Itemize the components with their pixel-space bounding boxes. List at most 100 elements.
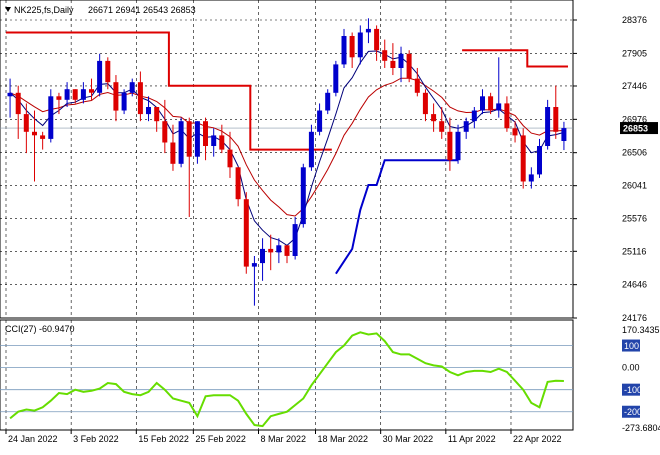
candle-body: [170, 142, 176, 164]
date-tick-label: 3 Feb 2022: [73, 434, 119, 444]
candle-body: [333, 64, 339, 93]
date-tick-label: 18 Mar 2022: [318, 434, 369, 444]
candle-body: [422, 92, 428, 115]
candle-body: [219, 135, 225, 150]
date-tick-label: 15 Feb 2022: [138, 434, 189, 444]
candle-body: [7, 92, 13, 97]
candle-body: [72, 89, 78, 100]
candle-body: [40, 135, 46, 139]
candle-body: [129, 82, 135, 93]
candle-body: [268, 248, 274, 253]
candle-body: [365, 28, 371, 33]
cci-tick-label: -100: [624, 385, 642, 395]
candle-body: [406, 53, 412, 79]
price-tick-label: 27446: [622, 81, 647, 91]
candle-body: [357, 32, 363, 58]
current-price-label: 26853: [623, 124, 648, 134]
candle-body: [251, 263, 257, 267]
date-tick-label: 24 Jan 2022: [8, 434, 58, 444]
candle-body: [300, 167, 306, 225]
candle-body: [56, 96, 62, 100]
candle-body: [80, 89, 86, 100]
price-tick-label: 26506: [622, 148, 647, 158]
price-panel: [0, 0, 574, 319]
date-tick-label: 8 Mar 2022: [260, 434, 306, 444]
candle-body: [276, 245, 282, 253]
candle-body: [235, 167, 241, 200]
candle-body: [243, 199, 249, 267]
candle-body: [113, 82, 119, 111]
candle-body: [553, 107, 559, 132]
date-axis: 24 Jan 2022 3 Feb 2022 15 Feb 2022 25 Feb 2…: [5, 430, 562, 444]
candle-body: [203, 121, 208, 146]
cci-tick-label: 0.00: [622, 363, 640, 373]
candle-body: [260, 248, 265, 264]
cci-label: CCI(27) -60.9470: [5, 324, 75, 334]
candle-body: [390, 60, 396, 68]
candle-body: [349, 36, 355, 58]
candle-body: [341, 36, 347, 65]
candle-body: [325, 92, 331, 111]
cci-level-badge: [622, 405, 640, 418]
candle-body: [537, 146, 542, 175]
slow-ma-line: [9, 77, 564, 217]
candle-body: [374, 28, 380, 51]
cci-axis: 170.3435 100 0.00 -100 -200 -273.6804: [622, 325, 660, 433]
candle-body: [520, 135, 526, 182]
candle-body: [194, 121, 200, 157]
price-axis: 28376 27905 27446 26976 26506 26041 25576 25116…: [573, 15, 658, 323]
candle-body: [211, 135, 217, 146]
candle-body: [545, 107, 551, 146]
price-tick-label: 24176: [622, 313, 647, 323]
candle-body: [512, 128, 518, 136]
date-tick-label: 30 Mar 2022: [383, 434, 434, 444]
date-tick-label: 11 Apr 2022: [448, 434, 496, 444]
candle-body: [528, 174, 534, 182]
candle-body: [496, 103, 502, 111]
candle-body: [146, 107, 151, 115]
cci-tick-label: 170.3435: [622, 325, 660, 335]
candle-body: [504, 103, 510, 129]
price-tick-label: 26976: [622, 114, 647, 124]
candle-body: [162, 121, 168, 143]
candle-body: [431, 114, 437, 122]
cci-panel: [0, 319, 574, 431]
cci-level-badge: [622, 339, 640, 352]
candle-body: [64, 89, 70, 100]
candle-body: [317, 110, 323, 132]
candle-body: [186, 121, 192, 157]
price-tick-label: 25116: [622, 246, 646, 256]
candle-body: [561, 128, 567, 141]
candle-body: [463, 121, 469, 132]
candle-body: [121, 92, 127, 111]
candle-body: [398, 53, 404, 68]
candle-body: [23, 114, 29, 132]
cci-tick-label: -273.6804: [622, 423, 660, 433]
cci-line: [9, 331, 564, 428]
candle-body: [455, 131, 461, 161]
price-tick-label: 27905: [622, 48, 647, 58]
candle-body: [284, 245, 290, 256]
candles: [7, 18, 567, 306]
candle-body: [447, 131, 453, 161]
ohlc-readout: 26671 26941 26543 26853: [88, 5, 196, 15]
date-tick-label: 25 Feb 2022: [195, 434, 246, 444]
candle-body: [439, 121, 445, 132]
candle-body: [32, 131, 37, 136]
price-tick-label: 26041: [622, 181, 647, 191]
upper-stop-line: [462, 49, 568, 68]
candle-body: [97, 60, 103, 93]
stop-lines: [6, 31, 568, 275]
candle-body: [137, 82, 143, 115]
current-price-box: [620, 122, 658, 135]
menu-triangle-icon[interactable]: [5, 7, 11, 12]
candle-body: [292, 224, 298, 256]
candle-body: [227, 149, 233, 168]
candle-body: [488, 96, 494, 111]
candle-body: [471, 110, 477, 122]
candle-body: [105, 60, 111, 83]
price-tick-label: 28376: [622, 15, 647, 25]
price-tick-label: 24646: [622, 280, 647, 290]
